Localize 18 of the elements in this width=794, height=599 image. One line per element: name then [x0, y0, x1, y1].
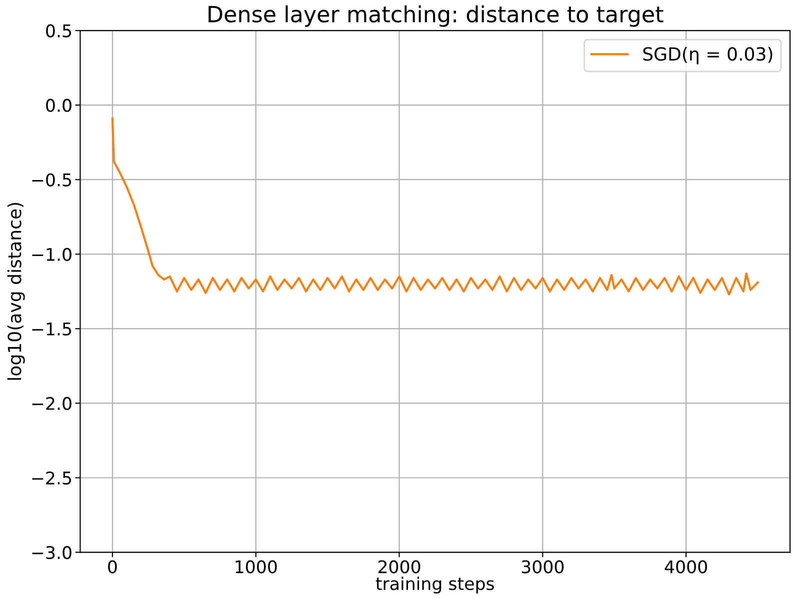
x-tick-label: 4000	[664, 560, 707, 574]
y-tick-label: −1.0	[32, 248, 72, 261]
y-tick-label: −1.5	[32, 322, 72, 336]
chart-title: Dense layer matching: distance to target	[208, 5, 664, 27]
legend-label: SGD(η = 0.03)	[643, 46, 772, 64]
line-series	[111, 117, 759, 296]
x-axis-title: training steps	[376, 576, 494, 594]
y-tick-label: −2.5	[32, 471, 72, 485]
y-tick-label: −2.0	[32, 396, 72, 410]
x-tick-label: 2000	[378, 560, 420, 574]
y-tick-label: −3.0	[32, 546, 72, 560]
y-tick-label: 0.0	[46, 98, 72, 112]
y-axis-title: log10(avg distance)	[7, 202, 25, 380]
x-tick-label: 3000	[522, 560, 564, 574]
y-tick-label: −0.5	[32, 173, 72, 186]
x-tick-label: 0	[108, 560, 117, 574]
y-tick-label: 0.5	[46, 24, 72, 38]
x-tick-label: 1000	[236, 560, 277, 574]
